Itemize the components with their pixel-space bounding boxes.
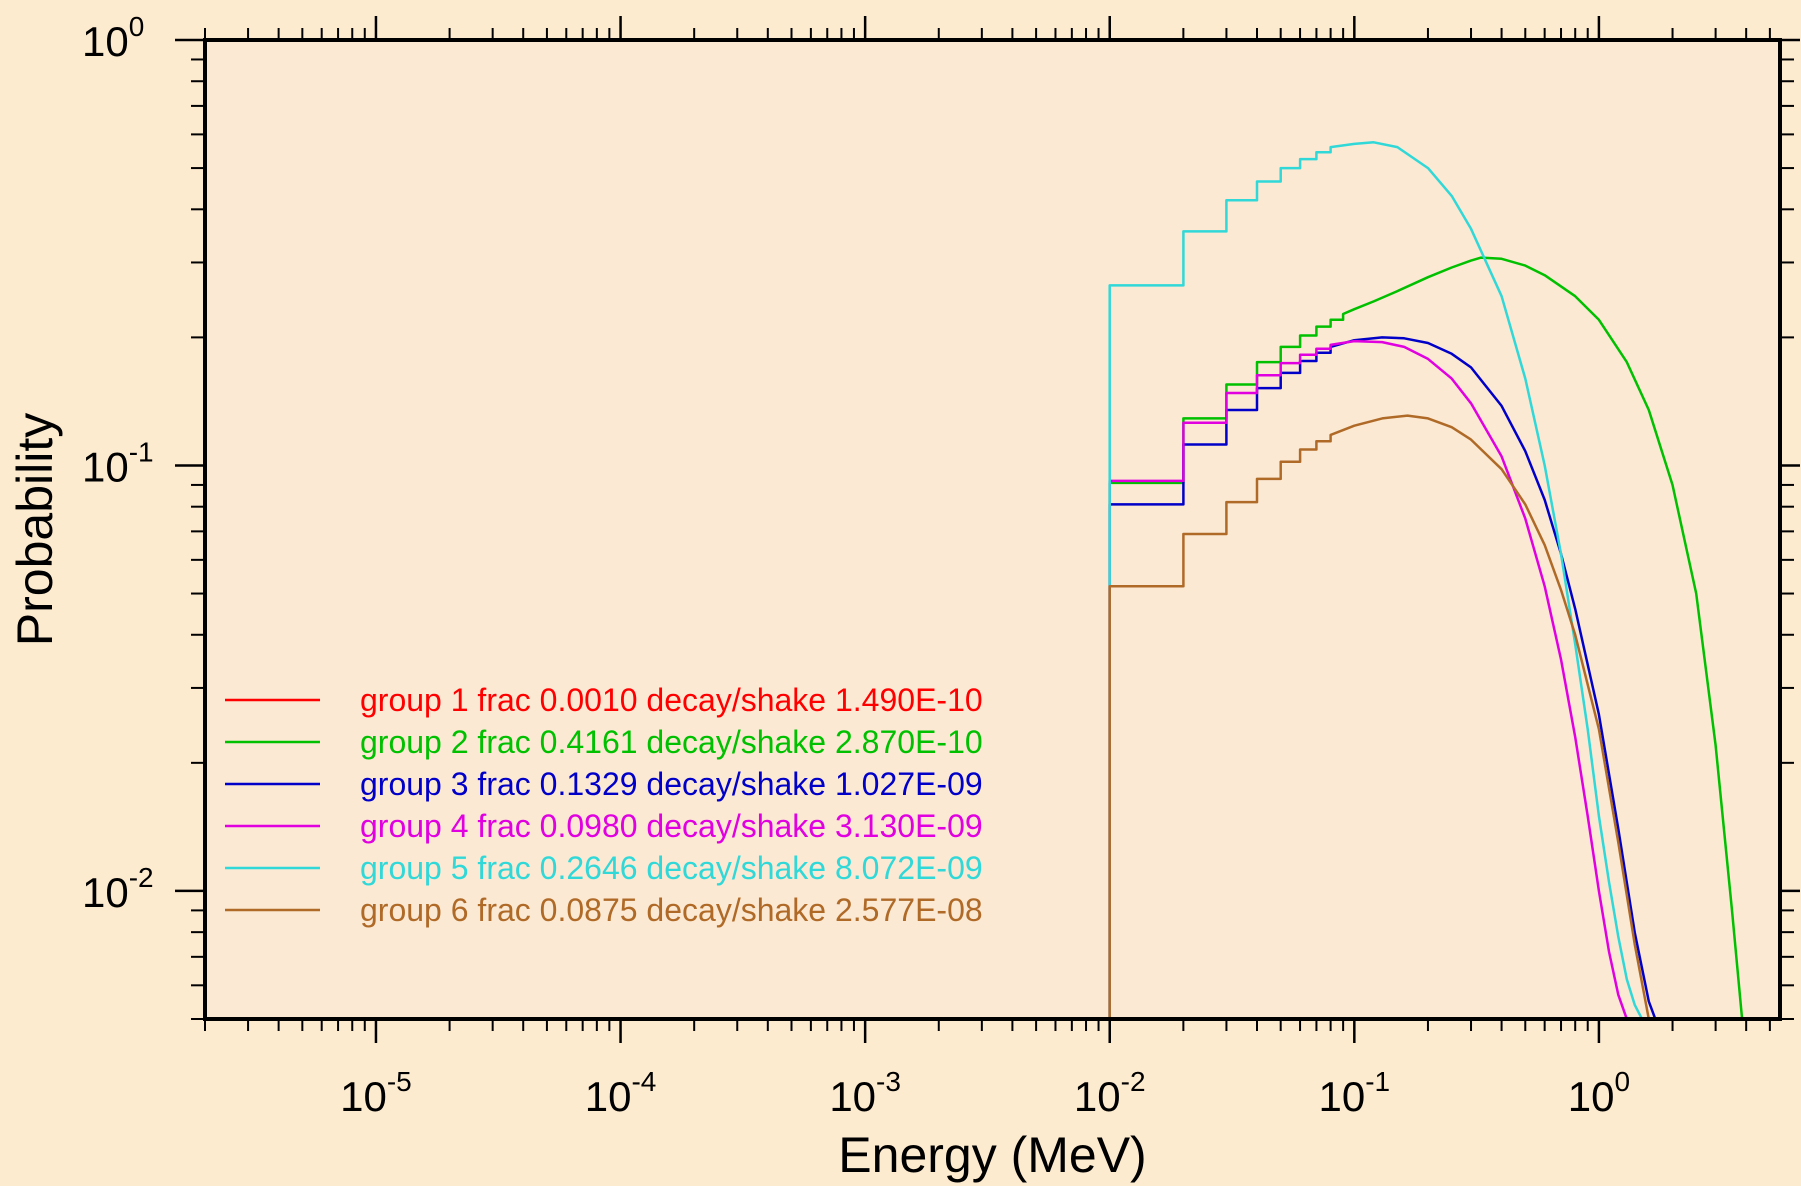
plot-frame — [203, 38, 1782, 1021]
legend-label-4: group 4 frac 0.0980 decay/shake 3.130E-0… — [360, 808, 983, 844]
x-tick-label: 10-5 — [340, 1066, 412, 1120]
x-tick-labels: 10-5 10-4 10-3 10-2 10-1 100 — [340, 1066, 1630, 1120]
x-axis-title: Energy (MeV) — [838, 1127, 1146, 1183]
legend-label-5: group 5 frac 0.2646 decay/shake 8.072E-0… — [360, 850, 983, 886]
y-tick-label: 10-1 — [82, 436, 154, 490]
x-tick-label: 100 — [1568, 1066, 1630, 1120]
y-tick-labels: 100 10-1 10-2 — [82, 11, 154, 916]
series-4-line — [1108, 339, 1628, 1020]
legend: group 1 frac 0.0010 decay/shake 1.490E-1… — [225, 682, 983, 928]
legend-label-6: group 6 frac 0.0875 decay/shake 2.577E-0… — [360, 892, 983, 928]
series-5-line — [1108, 141, 1644, 1020]
y-axis-title: Probability — [7, 413, 63, 646]
legend-label-3: group 3 frac 0.1329 decay/shake 1.027E-0… — [360, 766, 983, 802]
legend-label-1: group 1 frac 0.0010 decay/shake 1.490E-1… — [360, 682, 983, 718]
legend-label-2: group 2 frac 0.4161 decay/shake 2.870E-1… — [360, 724, 983, 760]
y-tick-label: 100 — [82, 11, 144, 65]
y-tick-label: 10-2 — [82, 862, 154, 916]
x-tick-label: 10-2 — [1074, 1066, 1146, 1120]
minor-ticks — [191, 28, 1794, 1031]
plot-area — [205, 40, 1780, 1019]
series-6-line — [1108, 414, 1651, 1020]
x-tick-label: 10-1 — [1319, 1066, 1391, 1120]
x-tick-label: 10-4 — [585, 1066, 657, 1120]
major-ticks — [175, 16, 1800, 1043]
x-tick-label: 10-3 — [829, 1066, 901, 1120]
